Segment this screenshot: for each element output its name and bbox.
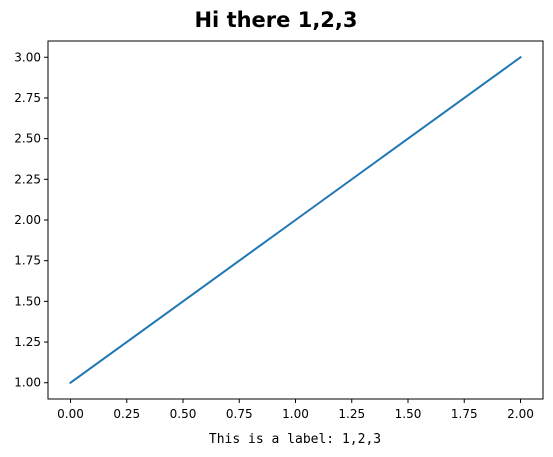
plot-area — [47, 40, 544, 400]
x-tick-label: 1.00 — [282, 407, 309, 421]
x-tick-label: 1.25 — [338, 407, 365, 421]
x-axis: 0.00 0.25 0.50 0.75 1.00 1.25 1.50 1.75 2.00 — [57, 399, 534, 421]
chart-title: Hi there 1,2,3 — [194, 8, 357, 32]
x-tick-label: 1.75 — [451, 407, 478, 421]
x-axis-label: This is a label: 1,2,3 — [209, 432, 381, 447]
y-tick-label: 1.00 — [14, 376, 41, 390]
x-tick-label: 0.50 — [170, 407, 197, 421]
y-tick-label: 2.00 — [14, 213, 41, 227]
x-tick-label: 0.75 — [226, 407, 253, 421]
y-tick-label: 2.25 — [14, 172, 41, 186]
y-tick-label: 1.25 — [14, 335, 41, 349]
y-tick-label: 2.50 — [14, 132, 41, 146]
x-tick-label: 1.50 — [395, 407, 422, 421]
x-tick-label: 0.00 — [57, 407, 84, 421]
y-tick-label: 3.00 — [14, 50, 41, 64]
y-tick-label: 1.50 — [14, 294, 41, 308]
x-tick-label: 0.25 — [113, 407, 140, 421]
y-tick-label: 2.75 — [14, 91, 41, 105]
x-tick-label: 2.00 — [507, 407, 534, 421]
series-line-0 — [69, 55, 522, 385]
y-axis: 1.00 1.25 1.50 1.75 2.00 2.25 2.50 2.75 3.00 — [14, 50, 48, 390]
y-tick-label: 1.75 — [14, 254, 41, 268]
